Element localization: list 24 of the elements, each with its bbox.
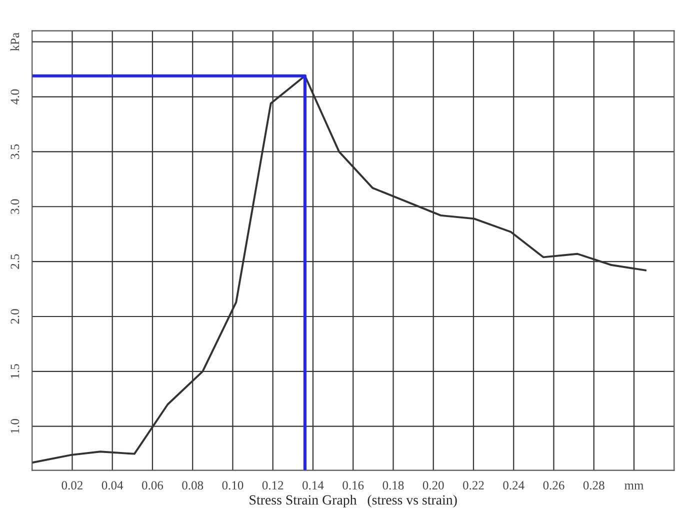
x-tick-label: 0.16: [342, 481, 364, 490]
x-tick-label: mm: [624, 484, 644, 490]
x-tick-label: 0.20: [422, 481, 444, 490]
x-tick-label: 0.04: [102, 481, 124, 490]
x-tick-label: 0.26: [543, 481, 564, 490]
y-tick-label: kPa: [10, 32, 20, 51]
y-tick-label: 2.5: [10, 254, 20, 269]
y-tick-label: 1.0: [10, 419, 20, 434]
y-tick-label: 1.5: [10, 364, 20, 378]
x-tick-label: 0.22: [463, 481, 484, 490]
y-tick-label: 3.0: [10, 199, 20, 214]
y-tick-label: 4.0: [10, 89, 20, 104]
x-tick-label: 0.24: [503, 481, 524, 490]
x-tick-label: 0.14: [302, 481, 324, 490]
x-tick-label: 0.10: [222, 481, 244, 490]
x-tick-label: 0.06: [142, 481, 164, 490]
x-tick-label: 0.08: [182, 481, 204, 490]
y-tick-label: 2.0: [10, 309, 20, 324]
x-tick-label: 0.02: [62, 481, 82, 490]
x-tick-label: 0.12: [262, 481, 284, 490]
y-tick-label: 3.5: [10, 144, 20, 159]
x-tick-label: 0.18: [382, 481, 404, 490]
x-axis-title: Stress Strain Graph (stress vs strain): [250, 494, 457, 508]
x-tick-label: 0.28: [583, 481, 604, 490]
